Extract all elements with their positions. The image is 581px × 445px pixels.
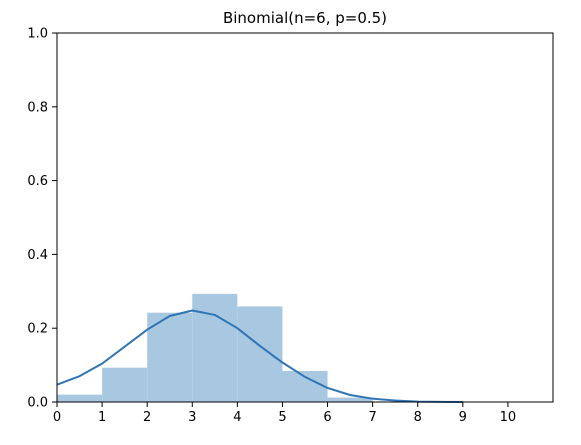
histogram-bar-4 [237,306,283,402]
histogram-bar-6 [327,397,373,402]
x-tick-label-3: 3 [188,410,196,425]
y-tick-label-2: 0.4 [27,248,48,263]
x-tick-label-4: 4 [233,410,241,425]
x-tick-label-7: 7 [368,410,376,425]
x-tick-label-2: 2 [143,410,151,425]
x-tick-label-6: 6 [323,410,331,425]
y-tick-label-3: 0.6 [27,174,48,189]
x-tick-label-10: 10 [500,410,517,425]
axes-layer [56,32,554,403]
x-tick-label-5: 5 [278,410,286,425]
y-tick-label-0: 0.0 [27,396,48,411]
ticks-layer: 0 1 2 3 4 5 6 7 8 9 10 0.0 0.2 0.4 0.6 0.8 1.0 [27,27,516,426]
histogram-bar-1 [102,367,148,402]
histogram-bar-2 [147,312,193,402]
x-tick-label-9: 9 [459,410,467,425]
chart-title: Binomial(n=6, p=0.5) [223,9,387,27]
histogram-bar-0 [57,394,103,402]
y-tick-label-1: 0.2 [27,322,48,337]
y-tick-label-5: 1.0 [27,27,48,42]
plot-frame [56,32,554,403]
histogram-bar-3 [192,293,238,402]
histogram-bar-5 [282,371,328,402]
x-tick-label-0: 0 [53,410,61,425]
x-tick-label-1: 1 [98,410,106,425]
x-tick-label-8: 8 [414,410,422,425]
y-tick-label-4: 0.8 [27,100,48,115]
density-curve-line [56,309,463,403]
density-curve-layer [56,309,463,403]
